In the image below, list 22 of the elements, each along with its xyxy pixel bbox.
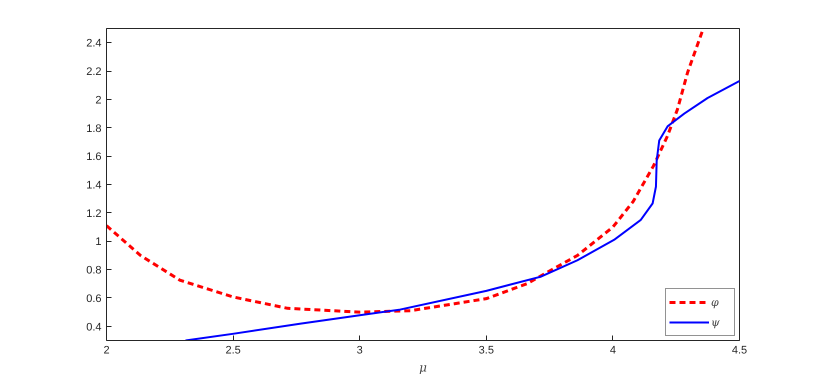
x-tick-label: 3.5 xyxy=(478,344,494,356)
y-tick-label: 2.4 xyxy=(86,38,102,50)
y-tick-label: 2.2 xyxy=(86,66,102,78)
line-series xyxy=(106,28,704,314)
x-tick-label: 2 xyxy=(103,344,110,356)
line-series xyxy=(184,80,740,340)
x-tick-label: 4.5 xyxy=(732,344,748,356)
x-tick-label: 4 xyxy=(610,344,616,356)
x-axis-title: μ xyxy=(419,360,428,374)
x-tick-label: 2.5 xyxy=(225,344,241,356)
y-tick-label: 1.2 xyxy=(86,208,102,220)
y-tick-label: 2 xyxy=(95,94,102,106)
y-tick-label: 1.8 xyxy=(86,122,102,135)
y-tick-label: 1.6 xyxy=(86,151,102,164)
legend-label: ψ xyxy=(711,316,721,328)
legend-label: φ xyxy=(711,296,720,308)
y-tick-label: 1 xyxy=(95,236,102,248)
x-tick-label: 3 xyxy=(356,344,363,356)
y-tick-label: 0.8 xyxy=(86,264,102,277)
y-tick-label: 0.4 xyxy=(86,321,102,334)
y-tick-label: 1.4 xyxy=(86,180,102,192)
y-tick-label: 0.6 xyxy=(86,292,102,305)
